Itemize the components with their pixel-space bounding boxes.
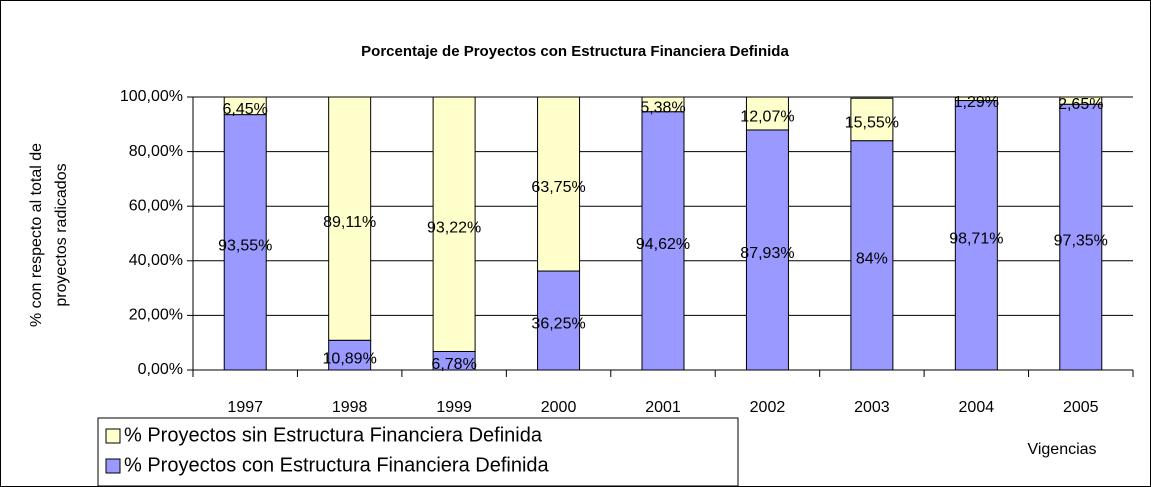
data-label: 97,35% — [1054, 232, 1108, 249]
bar-segment — [537, 96, 581, 272]
data-label: 1,29% — [954, 94, 999, 111]
data-label: 94,62% — [636, 236, 690, 253]
bar-segment — [641, 96, 685, 113]
x-tick-label: 2000 — [541, 399, 577, 416]
data-label: 2,65% — [1058, 96, 1103, 113]
y-axis-title: % con respecto al total de — [28, 143, 45, 327]
x-tick-label: 2002 — [750, 399, 786, 416]
bar-segment — [223, 114, 267, 371]
chart-title: Porcentaje de Proyectos con Estructura F… — [361, 43, 789, 60]
bar-segment — [328, 96, 372, 341]
data-label: 93,22% — [427, 219, 481, 236]
x-tick-label: 1997 — [227, 399, 263, 416]
y-tick-label: 40,00% — [129, 252, 183, 269]
y-axis-title: proyectos radicados — [53, 163, 70, 306]
bar-segment — [850, 140, 894, 371]
bar-segment — [223, 96, 267, 116]
y-tick-label: 0,00% — [138, 361, 183, 378]
y-tick-label: 60,00% — [129, 197, 183, 214]
y-tick-label: 20,00% — [129, 307, 183, 324]
x-tick-label: 2001 — [645, 399, 681, 416]
data-label: 36,25% — [531, 316, 585, 333]
data-label: 84% — [856, 251, 888, 268]
data-label: 63,75% — [531, 179, 585, 196]
bar-segment — [745, 96, 789, 131]
legend-label: % Proyectos sin Estructura Financiera De… — [124, 424, 543, 446]
data-label: 93,55% — [218, 238, 272, 255]
bar-segment — [537, 270, 581, 371]
bar-segment — [745, 129, 789, 371]
data-label: 87,93% — [740, 245, 794, 262]
legend-swatch — [105, 458, 121, 474]
bar-segment — [954, 96, 998, 102]
legend-swatch — [105, 428, 121, 444]
data-label: 5,38% — [640, 100, 685, 117]
x-axis-title: Vigencias — [1027, 441, 1096, 458]
legend-box — [97, 417, 739, 487]
bar-segment — [432, 96, 476, 352]
data-label: 12,07% — [740, 109, 794, 126]
x-tick-label: 2003 — [854, 399, 890, 416]
data-label: 98,71% — [949, 230, 1003, 247]
data-label: 89,11% — [323, 214, 376, 231]
bar-segment — [954, 100, 998, 371]
data-label: 10,89% — [323, 350, 377, 367]
x-tick-label: 1999 — [436, 399, 472, 416]
x-tick-label: 2004 — [959, 399, 995, 416]
bar-segment — [1059, 96, 1103, 105]
x-tick-label: 1998 — [332, 399, 368, 416]
y-tick-label: 80,00% — [129, 143, 183, 160]
x-tick-label: 2005 — [1063, 399, 1099, 416]
data-label: 6,45% — [223, 101, 268, 118]
bar-segment — [850, 97, 894, 142]
bar-segment — [328, 339, 372, 371]
legend-label: % Proyectos con Estructura Financiera De… — [124, 454, 550, 476]
data-label: 15,55% — [845, 115, 899, 132]
data-label: 6,78% — [431, 356, 476, 373]
y-tick-label: 100,00% — [120, 88, 183, 105]
